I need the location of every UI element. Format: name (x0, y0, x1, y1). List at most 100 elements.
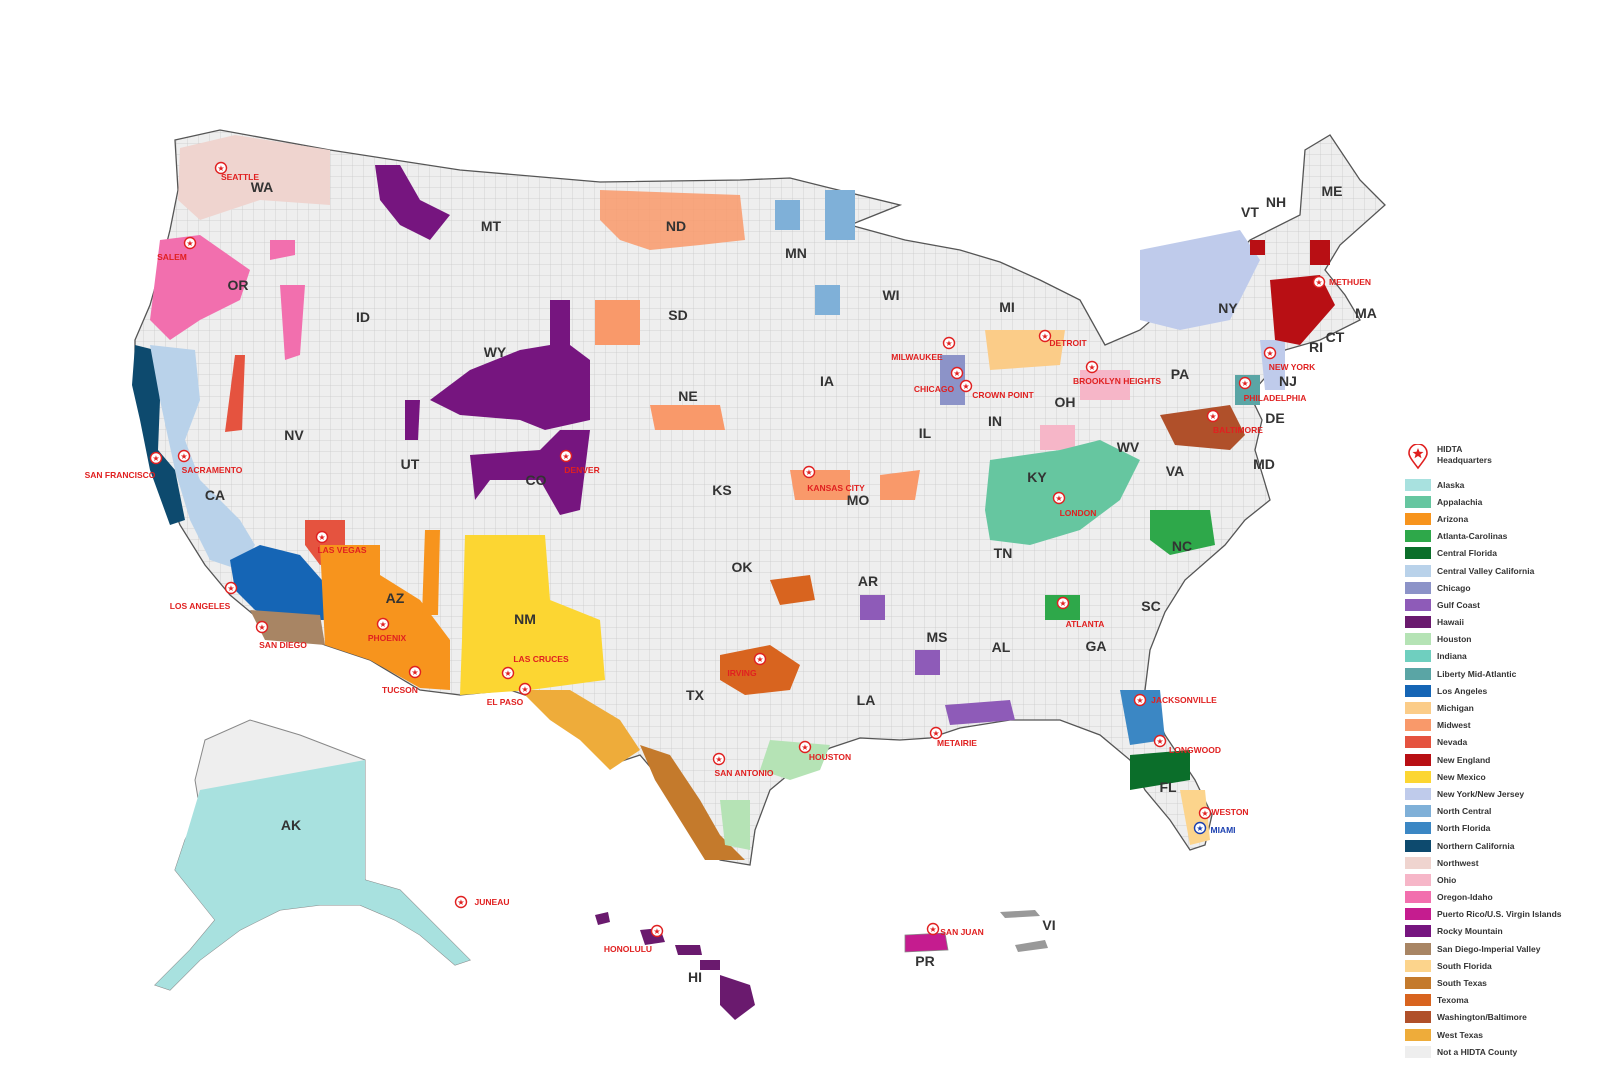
state-label-me: ME (1322, 183, 1343, 199)
state-label-md: MD (1253, 456, 1275, 472)
legend-item-label: Alaska (1437, 479, 1465, 490)
hq-marker-houston[interactable]: ★HOUSTON (798, 740, 852, 763)
legend-swatch (1405, 736, 1431, 749)
legend-item: Puerto Rico/U.S. Virgin Islands (1405, 906, 1595, 923)
state-label-mi: MI (999, 299, 1015, 315)
hq-marker-las-cruces[interactable]: ★LAS CRUCES (501, 654, 569, 680)
hq-marker-salem[interactable]: ★ SALEM (157, 236, 197, 263)
legend-swatch (1405, 547, 1431, 560)
legend-item-label: North Florida (1437, 823, 1491, 834)
hq-marker-irving[interactable]: ★ IRVING (727, 652, 767, 679)
state-label-ne: NE (678, 388, 697, 404)
city-label-weston: WESTON (1211, 807, 1248, 817)
city-label-las-cruces: LAS CRUCES (513, 654, 569, 664)
hq-star-icon (802, 465, 816, 479)
hq-star-icon (559, 449, 573, 463)
hq-marker-san-antonio[interactable]: ★ SAN ANTONIO (712, 752, 774, 779)
hq-marker-baltimore[interactable]: ★ BALTIMORE (1206, 409, 1264, 436)
hq-star-glyph: ★ (180, 452, 187, 461)
hq-marker-detroit[interactable]: ★DETROIT (1038, 329, 1088, 349)
region-midwest-ks (790, 470, 850, 500)
legend-item: Northwest (1405, 854, 1595, 871)
hq-marker-sacramento[interactable]: ★ SACRAMENTO (177, 449, 243, 476)
hq-star-glyph: ★ (929, 925, 936, 934)
legend-item-label: Not a HIDTA County (1437, 1046, 1518, 1057)
legend-item: Oregon-Idaho (1405, 889, 1595, 906)
hq-marker-chicago[interactable]: ★ CHICAGO (914, 366, 964, 395)
hq-marker-kansas-city[interactable]: ★ KANSAS CITY (802, 465, 866, 494)
hq-marker-san-juan[interactable]: ★ SAN JUAN (926, 922, 984, 938)
hq-star-glyph: ★ (1315, 278, 1322, 287)
legend-swatch (1405, 1028, 1431, 1041)
region-new-england-3 (1310, 240, 1330, 265)
hq-marker-el-paso[interactable]: ★ EL PASO (487, 682, 532, 708)
legend-item: Chicago (1405, 579, 1595, 596)
hq-marker-milwaukee[interactable]: ★MILWAUKEE (891, 336, 956, 363)
legend-item-label: Puerto Rico/U.S. Virgin Islands (1437, 909, 1562, 920)
legend-item: Indiana (1405, 648, 1595, 665)
hq-star-icon (1085, 360, 1099, 374)
region-san-diego (250, 610, 325, 645)
state-label-ct: CT (1326, 329, 1345, 345)
hq-marker-methuen[interactable]: ★ METHUEN (1312, 275, 1372, 289)
state-label-mn: MN (785, 245, 807, 261)
legend-item-label: Oregon-Idaho (1437, 892, 1493, 903)
hq-marker-miami[interactable]: ★ MIAMI (1193, 821, 1236, 836)
legend-swatch (1405, 994, 1431, 1007)
state-label-ok: OK (732, 559, 753, 575)
hq-star-icon (1153, 734, 1167, 748)
region-texoma-2 (770, 575, 815, 605)
hq-marker-london[interactable]: ★ LONDON (1052, 491, 1097, 519)
hq-marker-brooklyn-heights[interactable]: ★ BROOKLYN HEIGHTS (1073, 360, 1161, 387)
city-label-honolulu: HONOLULU (604, 944, 652, 954)
state-label-in: IN (988, 413, 1002, 429)
hq-marker-honolulu[interactable]: ★HONOLULU (604, 924, 664, 955)
hq-star-icon (798, 740, 812, 754)
hq-marker-las-vegas[interactable]: ★ LAS VEGAS (315, 530, 367, 556)
hq-marker-denver[interactable]: ★ DENVER (559, 449, 600, 476)
hq-marker-metairie[interactable]: ★METAIRIE (929, 726, 978, 749)
hq-marker-atlanta[interactable]: ★ ATLANTA (1056, 596, 1105, 630)
legend-hq-row: HIDTA Headquarters (1405, 444, 1595, 474)
hq-marker-san-francisco[interactable]: ★ SAN FRANCISCO (85, 451, 163, 481)
state-label-pr: PR (915, 953, 934, 969)
city-label-san-antonio: SAN ANTONIO (714, 768, 773, 778)
legend-item-label: New Mexico (1437, 771, 1486, 782)
city-label-sacramento: SACRAMENTO (182, 465, 243, 475)
hq-star-icon (650, 924, 664, 938)
state-label-co: CO (526, 472, 547, 488)
legend-swatch (1405, 753, 1431, 766)
state-label-tx: TX (686, 687, 705, 703)
legend-item-label: Hawaii (1437, 617, 1464, 628)
hq-marker-san-diego[interactable]: ★ SAN DIEGO (255, 620, 308, 651)
hq-marker-crown-point[interactable]: ★CROWN POINT (959, 379, 1035, 401)
hq-marker-tucson[interactable]: ★ TUCSON (382, 665, 422, 696)
hq-marker-seattle[interactable]: ★SEATTLE (214, 161, 260, 183)
hq-star-icon (1312, 275, 1326, 289)
hq-marker-phoenix[interactable]: ★ PHOENIX (368, 617, 407, 644)
legend-hq-label: HIDTA Headquarters (1437, 444, 1492, 465)
legend-item: Northern California (1405, 837, 1595, 854)
legend-item-label: Nevada (1437, 737, 1468, 748)
hq-marker-weston[interactable]: ★ WESTON (1198, 806, 1249, 820)
legend-item: Ohio (1405, 871, 1595, 888)
legend-item: Midwest (1405, 717, 1595, 734)
legend-item-label: New York/New Jersey (1437, 788, 1525, 799)
region-gulf-coast-2 (915, 650, 940, 675)
region-rocky-mountain-3 (470, 430, 590, 515)
hq-marker-longwood[interactable]: ★ LONGWOOD (1153, 734, 1221, 756)
region-gulf-coast-3 (860, 595, 885, 620)
hq-marker-philadelphia[interactable]: ★ PHILADELPHIA (1238, 376, 1307, 404)
hq-marker-los-angeles[interactable]: ★ LOS ANGELES (170, 581, 238, 612)
hq-marker-juneau[interactable]: ★ JUNEAU (454, 895, 510, 909)
legend-item: Atlanta-Carolinas (1405, 528, 1595, 545)
hq-star-icon (1056, 596, 1070, 610)
legend-swatch (1405, 839, 1431, 852)
legend-item: San Diego-Imperial Valley (1405, 940, 1595, 957)
hq-marker-jacksonville[interactable]: ★ JACKSONVILLE (1133, 693, 1218, 707)
hq-star-icon (929, 726, 943, 740)
hq-marker-new-york[interactable]: ★ NEW YORK (1263, 346, 1317, 373)
legend-swatch (1405, 702, 1431, 715)
state-label-pa: PA (1171, 366, 1189, 382)
region-atlanta-carolinas (1150, 510, 1215, 555)
